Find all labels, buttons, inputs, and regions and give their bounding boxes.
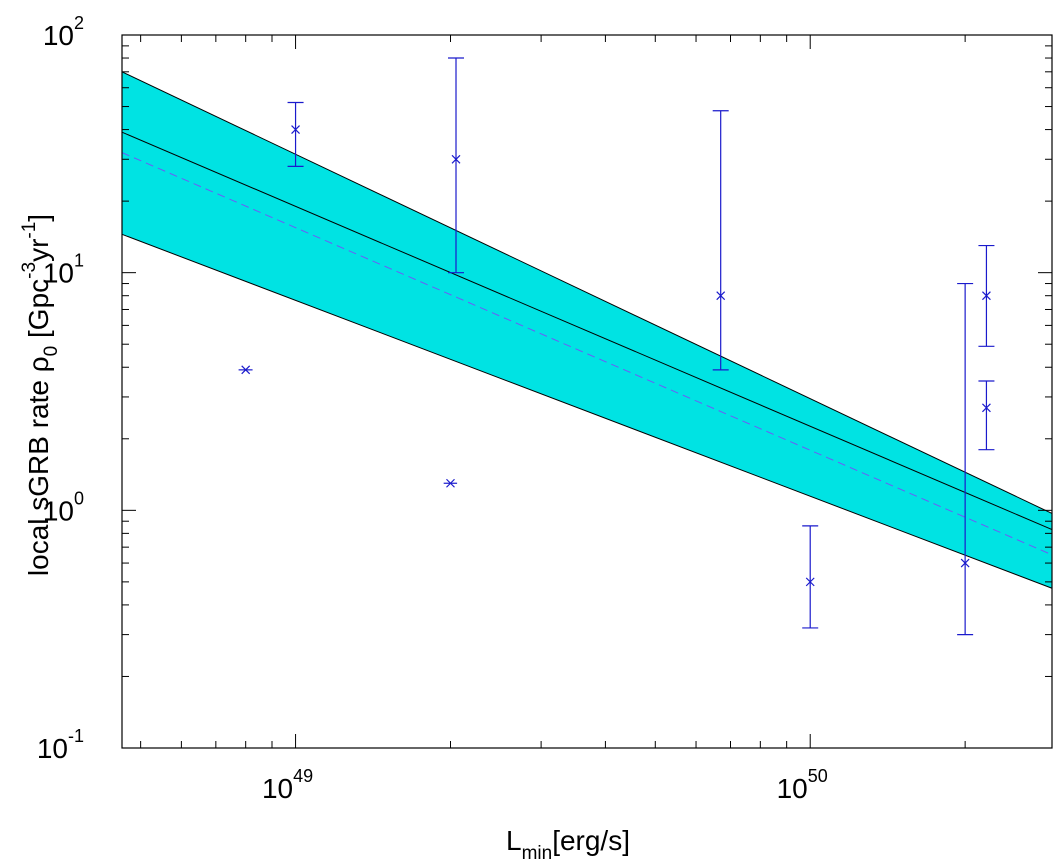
y-tick-label: 102 xyxy=(43,13,84,51)
x-tick-label: 1049 xyxy=(262,766,313,804)
x-tick-label: 1050 xyxy=(777,766,828,804)
band-upper-edge xyxy=(121,71,1053,514)
point-marker xyxy=(446,478,455,488)
y-tick-label: 100 xyxy=(43,488,84,526)
point-marker xyxy=(982,291,991,301)
data-point xyxy=(287,101,304,167)
point-marker xyxy=(291,125,300,135)
data-point xyxy=(448,57,465,274)
solid-model-line xyxy=(121,131,1053,531)
band-fill xyxy=(122,71,1052,589)
y-tick-label: 101 xyxy=(43,251,84,289)
data-point xyxy=(802,525,819,629)
data-point xyxy=(957,282,974,636)
data-point xyxy=(238,365,253,375)
data-point xyxy=(978,380,995,451)
model-lines xyxy=(121,131,1053,556)
point-marker xyxy=(451,154,461,164)
band-lower-edge xyxy=(121,233,1053,589)
point-marker xyxy=(241,365,251,375)
x-axis-label: Lmin[erg/s] xyxy=(506,825,630,864)
point-marker xyxy=(982,403,991,413)
confidence-band xyxy=(121,71,1053,589)
plot-border xyxy=(121,34,1053,749)
point-marker xyxy=(716,291,726,301)
data-point xyxy=(978,244,995,347)
data-point xyxy=(712,110,729,371)
data-point xyxy=(443,478,458,488)
data-points xyxy=(238,57,995,636)
y-tick-label: 10-1 xyxy=(37,726,84,764)
point-marker xyxy=(960,558,970,568)
axis-labels: Lmin[erg/s] local sGRB rate ρ0 [Gpc-3yr-… xyxy=(19,214,630,864)
axis-ticks: 1049 1050 10-1 100 101 102 xyxy=(37,13,1052,804)
plot-frame xyxy=(121,34,1053,749)
y-axis-label: local sGRB rate ρ0 [Gpc-3yr-1] xyxy=(19,214,62,576)
point-marker xyxy=(805,577,815,587)
